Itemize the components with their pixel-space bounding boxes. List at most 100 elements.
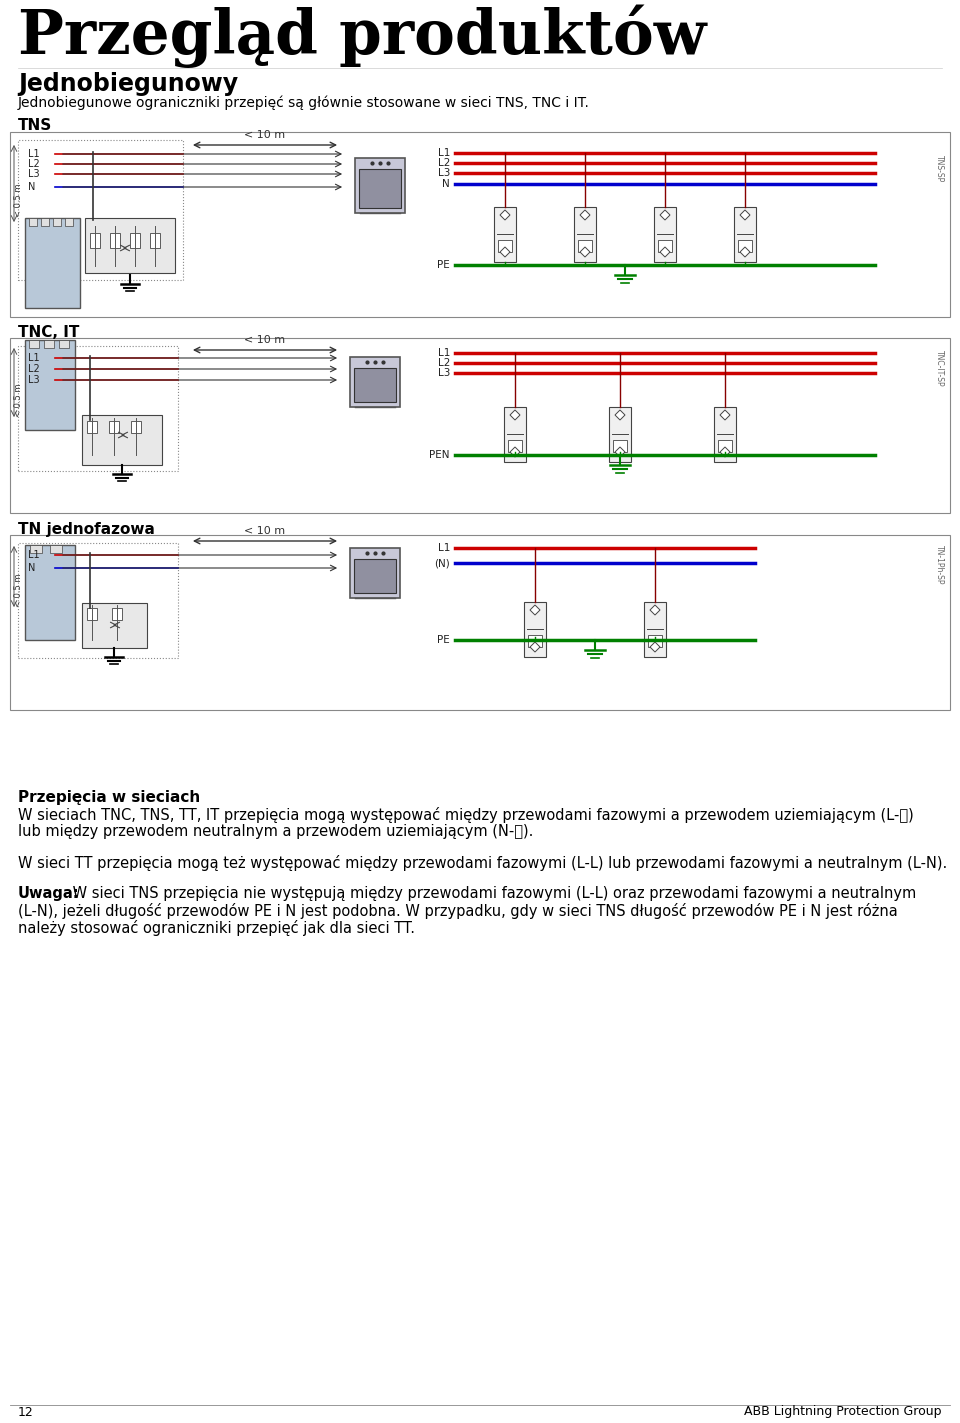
Polygon shape [580, 211, 590, 221]
Text: L3: L3 [438, 168, 450, 178]
Polygon shape [615, 410, 625, 420]
Polygon shape [650, 642, 660, 652]
Bar [574, 206, 596, 262]
Text: N: N [28, 564, 36, 573]
Bar [53, 218, 61, 226]
Bar [359, 169, 401, 208]
Text: TNS-SP: TNS-SP [935, 155, 944, 182]
Polygon shape [740, 248, 750, 258]
Text: L3: L3 [438, 369, 450, 379]
Bar [498, 240, 512, 252]
Polygon shape [530, 605, 540, 615]
Text: (L-N), jeżeli długość przewodów PE i N jest podobna. W przypadku, gdy w sieci TN: (L-N), jeżeli długość przewodów PE i N j… [18, 904, 898, 919]
Bar [18, 139, 183, 280]
Bar [82, 416, 162, 465]
Bar [528, 635, 542, 647]
Bar [644, 602, 666, 657]
Bar [648, 635, 662, 647]
Polygon shape [615, 447, 625, 457]
Text: < 10 m: < 10 m [245, 129, 285, 139]
Bar [10, 535, 950, 710]
Text: (N): (N) [434, 558, 450, 568]
Polygon shape [650, 605, 660, 615]
Polygon shape [510, 410, 520, 420]
Text: L3: L3 [28, 376, 39, 386]
Bar [30, 545, 42, 554]
Text: Jednobiegunowy: Jednobiegunowy [18, 73, 238, 95]
Bar [18, 544, 178, 657]
Bar [110, 233, 120, 248]
Text: 12: 12 [18, 1406, 34, 1419]
Bar [494, 206, 516, 262]
Text: Przegląd produktów: Przegląd produktów [18, 6, 707, 68]
Text: lub między przewodem neutralnym a przewodem uziemiającym (N-⏚).: lub między przewodem neutralnym a przewo… [18, 824, 534, 840]
Bar [718, 440, 732, 453]
Polygon shape [740, 211, 750, 221]
Text: L3: L3 [28, 169, 39, 179]
Text: TN jednofazowa: TN jednofazowa [18, 522, 155, 536]
Bar [350, 357, 400, 407]
Text: N: N [443, 179, 450, 189]
Polygon shape [720, 410, 730, 420]
Bar [714, 407, 736, 462]
Bar [524, 602, 546, 657]
Text: L1: L1 [28, 149, 39, 159]
Text: L2: L2 [438, 158, 450, 168]
Bar [50, 545, 62, 554]
Text: TNC, IT: TNC, IT [18, 324, 80, 340]
Polygon shape [500, 211, 510, 221]
Text: W sieci TNS przepięcia nie występują między przewodami fazowymi (L-L) oraz przew: W sieci TNS przepięcia nie występują mię… [68, 887, 916, 901]
Text: PE: PE [437, 635, 450, 645]
Bar [654, 206, 676, 262]
Text: L2: L2 [438, 359, 450, 369]
Text: < 0.5 m: < 0.5 m [14, 184, 23, 216]
Text: TNS: TNS [18, 118, 52, 132]
Bar [355, 158, 405, 213]
Bar [734, 206, 756, 262]
Bar [109, 421, 119, 433]
Bar [65, 218, 73, 226]
Bar [85, 218, 175, 273]
Text: N: N [28, 182, 36, 192]
Bar [150, 233, 160, 248]
Polygon shape [530, 642, 540, 652]
Bar [44, 340, 54, 349]
Text: < 0.5 m: < 0.5 m [14, 383, 23, 417]
Text: < 10 m: < 10 m [245, 527, 285, 536]
Text: L1: L1 [438, 544, 450, 554]
Bar [131, 421, 141, 433]
Bar [112, 608, 122, 620]
Text: L1: L1 [438, 148, 450, 158]
Bar [578, 240, 592, 252]
Text: W sieci TT przepięcia mogą też występować między przewodami fazowymi (L-L) lub p: W sieci TT przepięcia mogą też występowa… [18, 855, 948, 871]
Polygon shape [500, 248, 510, 258]
Text: L1: L1 [438, 349, 450, 359]
Bar [87, 608, 97, 620]
Bar [658, 240, 672, 252]
Polygon shape [720, 447, 730, 457]
Bar [508, 440, 522, 453]
Text: Uwaga:: Uwaga: [18, 887, 80, 901]
Bar [82, 603, 147, 647]
Text: L1: L1 [28, 551, 39, 561]
Text: < 0.5 m: < 0.5 m [14, 573, 23, 606]
Bar [354, 559, 396, 593]
Text: PE: PE [437, 260, 450, 270]
Text: L2: L2 [28, 159, 39, 169]
Bar [25, 545, 75, 640]
Polygon shape [580, 248, 590, 258]
Bar [738, 240, 752, 252]
Polygon shape [660, 248, 670, 258]
Text: L1: L1 [28, 353, 39, 363]
Bar [41, 218, 49, 226]
Bar [29, 218, 37, 226]
Text: ABB Lightning Protection Group: ABB Lightning Protection Group [745, 1406, 942, 1419]
Text: L2: L2 [28, 364, 39, 374]
Bar [504, 407, 526, 462]
Bar [10, 132, 950, 317]
Bar [613, 440, 627, 453]
Bar [10, 339, 950, 514]
Bar [609, 407, 631, 462]
Bar [59, 340, 69, 349]
Bar [29, 340, 39, 349]
